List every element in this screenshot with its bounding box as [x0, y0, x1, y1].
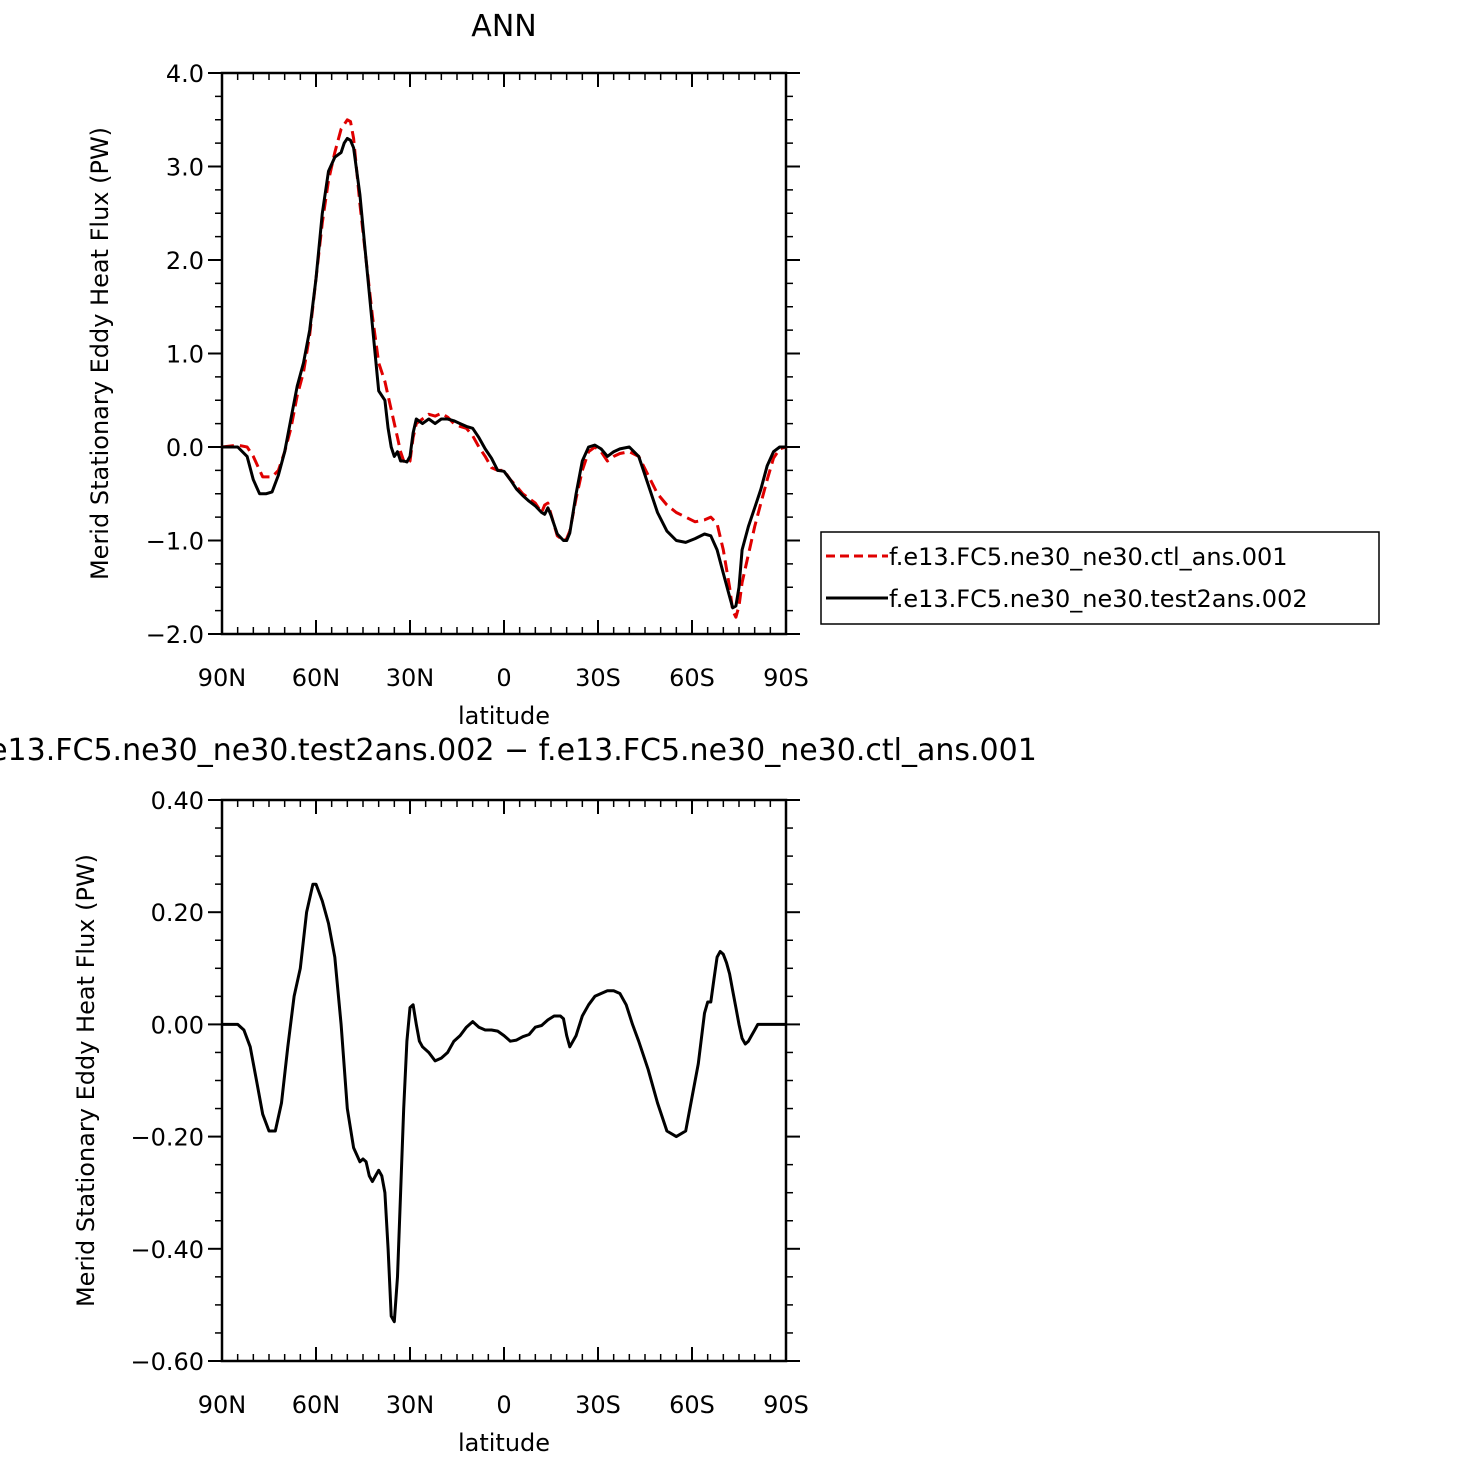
- y-tick-label: 0.0: [166, 434, 204, 462]
- x-tick-label: 60N: [292, 664, 341, 692]
- x-tick-label: 60S: [669, 664, 715, 692]
- x-tick-label: 30N: [386, 1391, 435, 1419]
- series-line: [222, 882, 786, 1324]
- legend-label: f.e13.FC5.ne30_ne30.test2ans.002: [889, 585, 1308, 613]
- y-axis-label: Merid Stationary Eddy Heat Flux (PW): [72, 854, 100, 1307]
- x-tick-label: 90S: [763, 664, 809, 692]
- chart-title: ANN: [471, 9, 536, 44]
- y-tick-label: −1.0: [146, 528, 204, 556]
- y-tick-label: 2.0: [166, 247, 204, 275]
- plot-frame: [220, 798, 788, 1363]
- x-tick-label: 0: [496, 1391, 511, 1419]
- legend: f.e13.FC5.ne30_ne30.ctl_ans.001 f.e13.FC5…: [820, 531, 1380, 625]
- x-tick-label: 30S: [575, 664, 621, 692]
- y-tick-label: 0.00: [151, 1011, 204, 1039]
- x-axis-label: latitude: [458, 1429, 550, 1457]
- x-tick-label: 90S: [763, 1391, 809, 1419]
- x-tick-label: 60S: [669, 1391, 715, 1419]
- legend-box: [820, 531, 1380, 625]
- y-tick-label: 1.0: [166, 341, 204, 369]
- y-tick-label: 0.20: [151, 899, 204, 927]
- y-axis-label: Merid Stationary Eddy Heat Flux (PW): [86, 127, 114, 580]
- chart-title: f.e13.FC5.ne30_ne30.test2ans.002 − f.e13…: [0, 733, 1037, 768]
- x-tick-label: 90N: [198, 664, 247, 692]
- legend-label: f.e13.FC5.ne30_ne30.ctl_ans.001: [889, 543, 1288, 571]
- series-line: [222, 136, 786, 610]
- x-tick-label: 0: [496, 664, 511, 692]
- x-tick-label: 30S: [575, 1391, 621, 1419]
- x-tick-label: 60N: [292, 1391, 341, 1419]
- x-tick-label: 30N: [386, 664, 435, 692]
- y-tick-label: 3.0: [166, 154, 204, 182]
- x-axis-label: latitude: [458, 702, 550, 730]
- x-tick-label: 90N: [198, 1391, 247, 1419]
- y-tick-label: −0.40: [130, 1236, 204, 1264]
- y-tick-label: −0.20: [130, 1124, 204, 1152]
- bottom-panel: f.e13.FC5.ne30_ne30.test2ans.002 − f.e13…: [0, 733, 1037, 1457]
- y-tick-label: −0.60: [130, 1348, 204, 1376]
- series-line: [221, 118, 787, 619]
- y-tick-label: 4.0: [166, 60, 204, 88]
- y-tick-label: 0.40: [151, 787, 204, 815]
- y-tick-label: −2.0: [146, 621, 204, 649]
- top-panel: ANN 90N 60N 30N 0 30S 60S 90S 4.0 3.0 2.0 1.0 0.0 −1.…: [86, 9, 809, 730]
